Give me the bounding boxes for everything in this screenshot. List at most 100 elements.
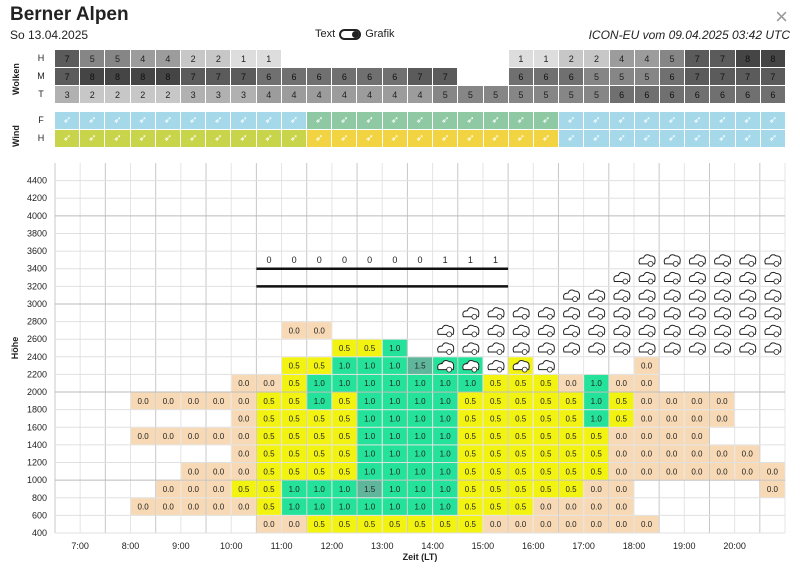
heat-cell-label: 0.0: [591, 520, 603, 529]
heat-cell: [433, 515, 458, 533]
cloud-cell: 6: [559, 68, 584, 85]
heat-cell: [282, 427, 307, 445]
cloud-badge: [572, 296, 578, 303]
heat-cell: [156, 480, 181, 498]
heat-cell: [282, 374, 307, 392]
cloud-cell: 4: [357, 86, 382, 103]
heat-cell-label: 0.5: [490, 379, 502, 388]
heat-cell-label: 0.5: [515, 503, 527, 512]
heat-cell: [659, 410, 684, 427]
heat-cell-label: 1.0: [389, 362, 401, 371]
heat-cell-label: 0.5: [414, 520, 426, 529]
cloud-badge: [697, 313, 704, 320]
heat-cell-label: 0.0: [691, 414, 703, 423]
wind-arrow-icon: ➶: [206, 112, 231, 129]
heat-cell: [156, 498, 181, 515]
heat-cell-label: 0.5: [490, 432, 502, 441]
cloud-cell: 6: [508, 68, 533, 85]
x-tick-label: 19:00: [673, 541, 696, 551]
wind-arrow-icon: ➶: [105, 112, 130, 129]
heat-cell: [634, 445, 659, 463]
cloud-badge: [697, 278, 704, 285]
heat-cell: [307, 480, 332, 498]
heat-cell: [584, 374, 609, 392]
heat-cell: [558, 392, 584, 410]
inversion-value: 0: [342, 255, 347, 265]
wind-arrow-icon: ➶: [533, 130, 559, 147]
heat-cell: [156, 392, 181, 410]
wind-arrow-icon: ➶: [458, 112, 483, 129]
heat-cell: [634, 427, 659, 445]
heat-cell: [709, 410, 735, 427]
heat-cell-label: 0.0: [591, 485, 603, 494]
toggle-switch[interactable]: [339, 28, 362, 40]
cloud-badge: [597, 313, 604, 320]
heat-cell-label: 1.0: [440, 397, 452, 406]
heat-cell: [332, 463, 357, 480]
heat-cell: [609, 392, 634, 410]
heat-cell: [609, 445, 634, 463]
inversion-value: 0: [417, 255, 422, 265]
heat-cell-label: 0.5: [289, 397, 301, 406]
heat-cell: [332, 427, 357, 445]
y-tick-label: 4400: [27, 176, 47, 186]
heat-cell-label: 0.5: [515, 450, 527, 459]
wind-arrow-icon: ➶: [609, 130, 634, 147]
inversion-value: 1: [493, 255, 498, 265]
heat-cell: [382, 410, 407, 427]
heat-cell-label: 1.0: [314, 485, 326, 494]
heat-cell: [332, 410, 357, 427]
cloud-badge: [672, 296, 679, 303]
close-icon[interactable]: ×: [775, 4, 788, 29]
heat-cell-label: 0.0: [263, 520, 275, 529]
cloud-badge: [446, 331, 453, 338]
heat-cell-label: 0.5: [289, 414, 301, 423]
cloud-badge: [622, 313, 629, 320]
heat-cell-label: 0.0: [188, 503, 200, 512]
view-toggle[interactable]: Text Grafik: [315, 28, 395, 40]
heat-cell-label: 0.0: [213, 485, 225, 494]
cloud-badge: [622, 278, 629, 285]
heat-cell: [609, 427, 634, 445]
cloud-badge: [647, 278, 654, 285]
heat-cell-label: 0.5: [465, 450, 477, 459]
heat-cell: [458, 515, 483, 533]
heat-cell: [634, 392, 659, 410]
y-tick-label: 2200: [27, 369, 47, 379]
heat-cell: [382, 339, 407, 357]
wind-arrow-icon: ➶: [332, 112, 357, 129]
cloud-cell: 6: [609, 86, 634, 103]
cloud-cell: [281, 50, 307, 67]
cloud-cell: 6: [685, 86, 710, 103]
y-tick-label: 3600: [27, 246, 47, 256]
heat-cell: [181, 463, 206, 480]
wind-arrow-icon: ➶: [760, 112, 785, 129]
heat-cell: [282, 410, 307, 427]
heat-cell: [382, 392, 407, 410]
heat-cell: [433, 480, 458, 498]
heat-cell-label: 1.0: [314, 503, 326, 512]
heat-cell-label: 0.0: [163, 485, 175, 494]
cloud-cell: 6: [307, 68, 332, 85]
heat-cell-label: 0.0: [163, 503, 175, 512]
heat-cell-label: 0.5: [540, 450, 552, 459]
heat-cell-label: 0.5: [515, 485, 527, 494]
heat-cell: [206, 463, 231, 480]
cloud-cell: 4: [332, 86, 357, 103]
wind-arrow-icon: ➶: [634, 112, 659, 129]
x-tick-label: 15:00: [472, 541, 495, 551]
wind-arrow-icon: ➶: [609, 112, 634, 129]
heat-cell-label: 1.0: [339, 503, 351, 512]
heat-cell: [584, 480, 609, 498]
heat-cell-label: 1.0: [591, 414, 603, 423]
heat-cell-label: 0.0: [666, 432, 678, 441]
heat-cell-label: 0.0: [289, 326, 301, 335]
cloud-cell: 2: [105, 86, 130, 103]
heat-cell: [634, 515, 659, 533]
heat-cell: [231, 480, 256, 498]
wind-arrow-icon: ➶: [256, 130, 281, 147]
heat-cell-label: 0.5: [465, 397, 477, 406]
heat-cell-label: 0.0: [717, 467, 729, 476]
heat-cell-label: 0.5: [565, 432, 577, 441]
cloud-badge: [723, 313, 729, 320]
